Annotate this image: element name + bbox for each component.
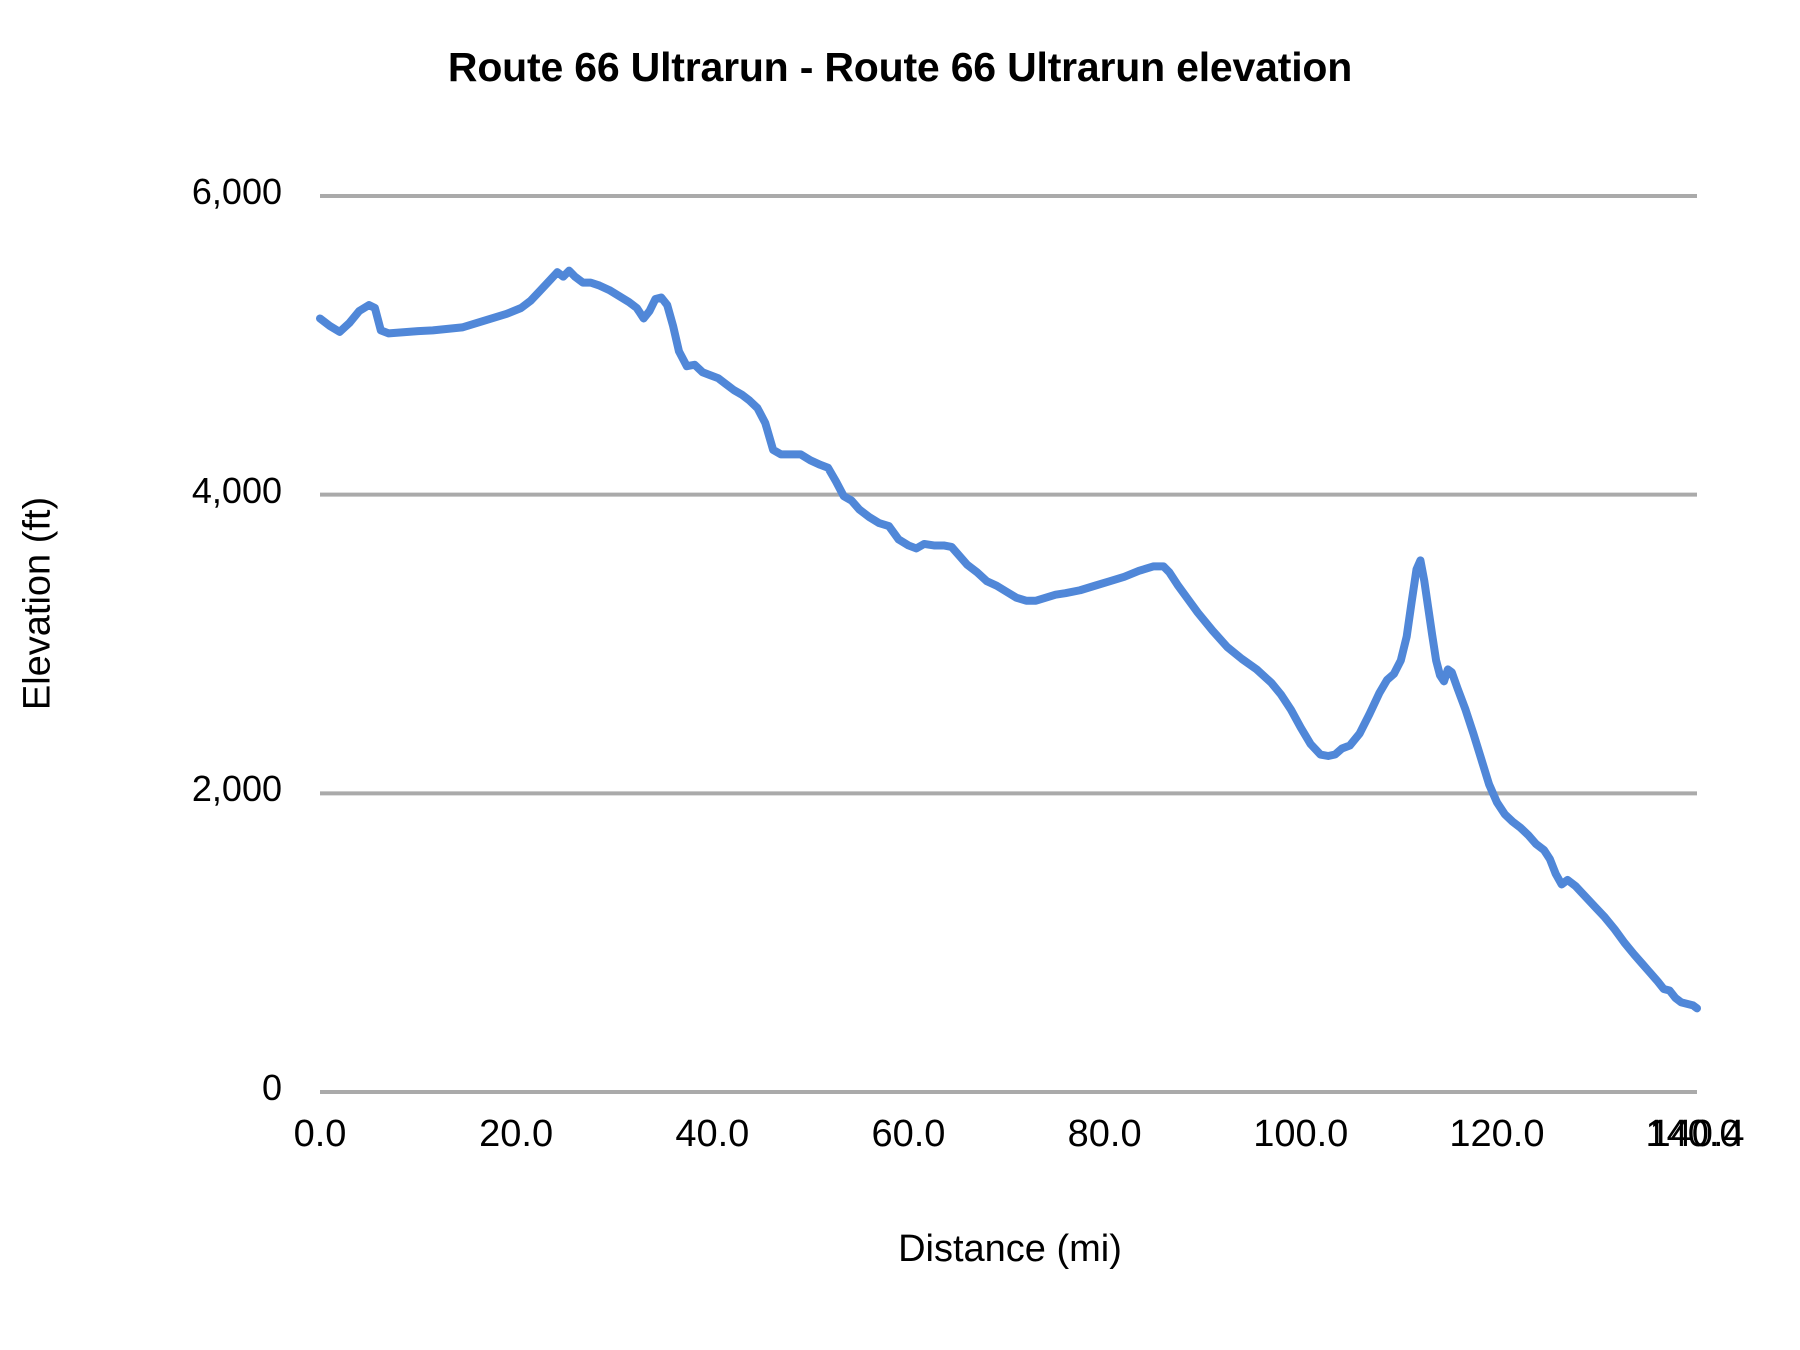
x-tick-label: 20.0 bbox=[479, 1113, 554, 1155]
chart-title: Route 66 Ultrarun - Route 66 Ultrarun el… bbox=[447, 44, 1353, 90]
elevation-line bbox=[316, 266, 1701, 1013]
y-tick-label: 4,000 bbox=[191, 469, 282, 511]
x-tick-label: 120.0 bbox=[1449, 1113, 1545, 1155]
x-tick-label: 80.0 bbox=[1067, 1113, 1142, 1155]
y-tick-label: 2,000 bbox=[191, 768, 282, 810]
y-tick-label: 6,000 bbox=[191, 171, 282, 212]
x-axis-title: Distance (mi) bbox=[898, 1228, 1122, 1270]
x-tick-label: 100.0 bbox=[1253, 1113, 1349, 1155]
data-series bbox=[316, 266, 1701, 1013]
x-tick-label: 140.4 bbox=[1649, 1113, 1745, 1155]
y-tick-label: 0 bbox=[261, 1067, 282, 1108]
y-axis-title: Elevation (ft) bbox=[16, 496, 59, 711]
x-tick-label: 40.0 bbox=[675, 1113, 750, 1155]
gridlines bbox=[320, 194, 1697, 1094]
x-tick-label: 140.0 bbox=[1645, 1113, 1741, 1155]
x-tick-label: 0.0 bbox=[293, 1113, 347, 1155]
x-tick-label: 60.0 bbox=[871, 1113, 946, 1155]
